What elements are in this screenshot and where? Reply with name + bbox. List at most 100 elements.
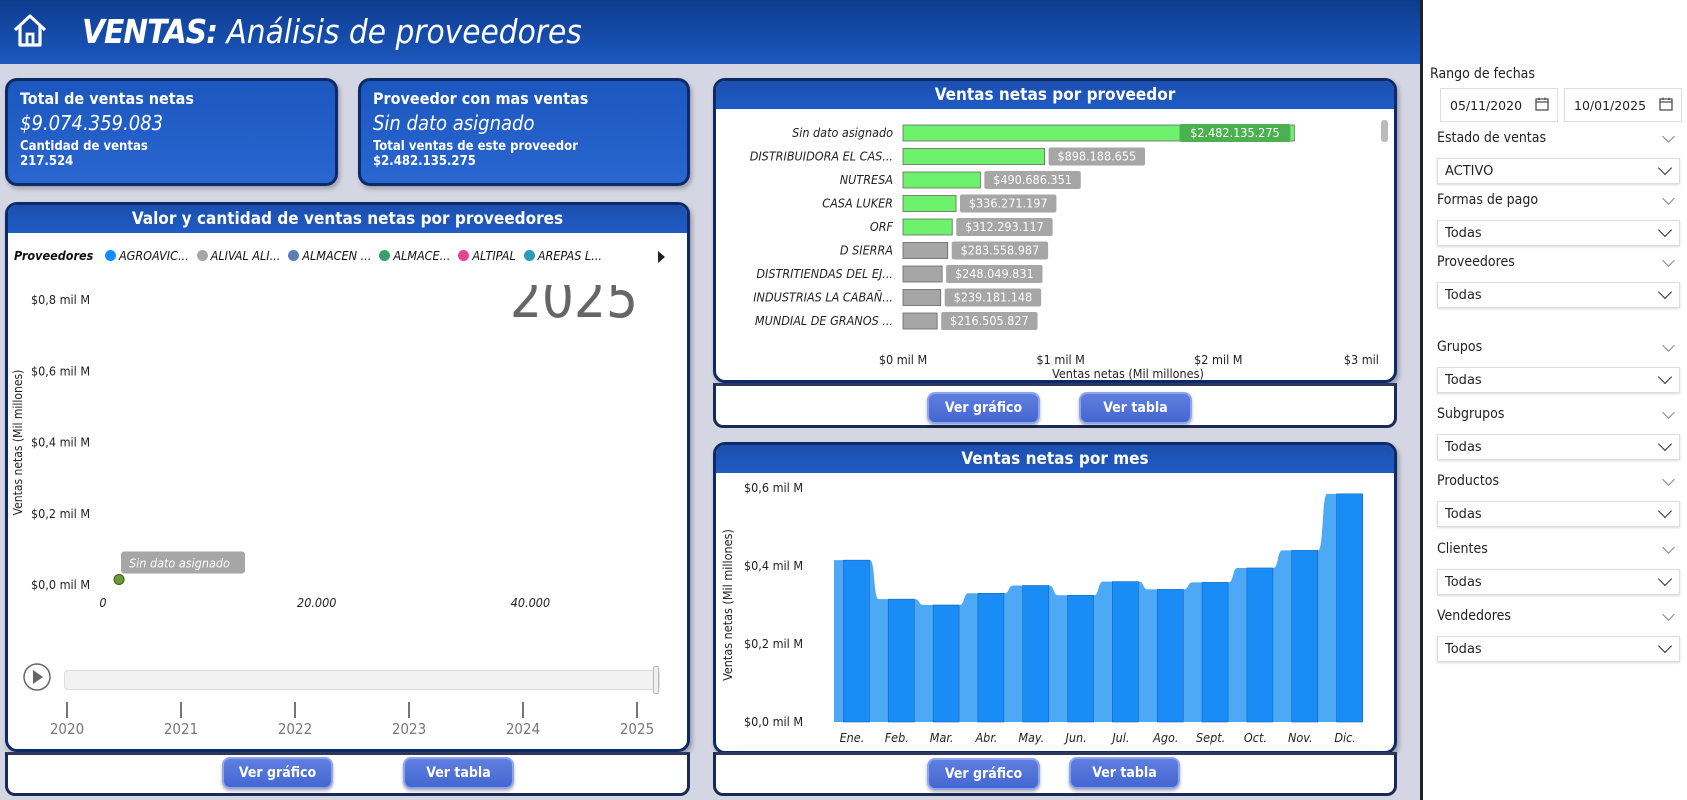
x-tick-label: Jul. <box>1110 730 1129 745</box>
legend-item[interactable]: ALMACE... <box>379 248 450 263</box>
legend-label: AREPAS L... <box>537 248 602 263</box>
supplier-bar[interactable] <box>902 218 953 236</box>
legend-item[interactable]: AREPAS L... <box>523 248 602 263</box>
month-bar[interactable] <box>1246 567 1274 723</box>
collapse-chevron-icon[interactable] <box>1662 254 1675 267</box>
bar-category-label: NUTRESA <box>840 172 893 187</box>
collapse-chevron-icon[interactable] <box>1662 192 1675 205</box>
kpi-value: $9.074.359.083 <box>20 111 164 135</box>
legend-item[interactable]: ALMACEN ... <box>288 248 371 263</box>
collapse-chevron-icon[interactable] <box>1662 130 1675 143</box>
play-axis-year: 2025 <box>510 285 638 331</box>
y-tick-label: $0,2 mil M <box>31 506 90 521</box>
month-bar[interactable] <box>843 559 870 723</box>
collapse-chevron-icon[interactable] <box>1662 339 1675 352</box>
x-tick-label: 40.000 <box>511 595 550 610</box>
scatter-view-chart-button[interactable]: Ver gráfico <box>222 757 333 789</box>
month-bar[interactable] <box>977 593 1005 723</box>
month-view-table-button[interactable]: Ver tabla <box>1069 757 1180 789</box>
bar-data-label-bg <box>941 312 1038 330</box>
x-tick-label: Oct. <box>1244 730 1267 745</box>
timeline-year[interactable]: 2020 <box>49 720 85 738</box>
collapse-chevron-icon[interactable] <box>1662 406 1675 419</box>
filter-dropdown[interactable]: Todas <box>1437 282 1680 308</box>
calendar-icon[interactable] <box>1535 97 1549 111</box>
bar-data-label: $490.686.351 <box>993 172 1072 187</box>
supplier-bar[interactable] <box>902 171 981 189</box>
y-axis-title: Ventas netas (Mil millones) <box>11 370 25 516</box>
month-bar[interactable] <box>1336 493 1363 723</box>
legend-dot-icon <box>196 250 208 261</box>
date-range-label: Rango de fechas <box>1430 66 1535 82</box>
chevron-down-icon <box>1657 638 1673 654</box>
play-button[interactable] <box>22 662 52 692</box>
timeline-year[interactable]: 2024 <box>505 720 541 738</box>
date-from-input[interactable]: 05/11/2020 <box>1440 88 1558 122</box>
supplier-bar[interactable] <box>902 242 949 259</box>
timeline-handle[interactable] <box>653 666 659 694</box>
supplier-bar[interactable] <box>902 312 938 330</box>
bar-data-label: $216.505.827 <box>950 313 1029 328</box>
timeline-year[interactable]: 2021 <box>163 720 199 738</box>
x-tick-label: May. <box>1018 730 1044 745</box>
month-bar[interactable] <box>1201 582 1229 723</box>
supplier-bar[interactable] <box>902 265 943 283</box>
timeline-year[interactable]: 2023 <box>391 720 427 738</box>
filter-value: Todas <box>1445 642 1482 657</box>
month-bar[interactable] <box>932 604 960 723</box>
bar-scrollbar[interactable] <box>1381 120 1388 142</box>
chevron-down-icon <box>1657 369 1673 385</box>
collapse-chevron-icon[interactable] <box>1662 541 1675 554</box>
panel-title: Ventas netas por mes <box>716 445 1394 473</box>
y-tick-label: $0,6 mil M <box>744 480 803 495</box>
supplier-button-bar <box>713 383 1397 428</box>
filter-dropdown[interactable]: Todas <box>1437 636 1680 662</box>
month-view-chart-button[interactable]: Ver gráfico <box>927 758 1040 790</box>
scatter-view-table-button[interactable]: Ver tabla <box>403 757 514 789</box>
filter-label: Productos <box>1437 473 1500 489</box>
panel-title: Ventas netas por proveedor <box>716 81 1394 109</box>
legend-item[interactable]: ALTIPAL <box>458 248 516 263</box>
month-bar[interactable] <box>1112 581 1139 723</box>
date-to-input[interactable]: 10/01/2025 <box>1564 88 1682 122</box>
month-bar[interactable] <box>1022 585 1050 723</box>
home-icon[interactable] <box>10 10 50 50</box>
collapse-chevron-icon[interactable] <box>1662 608 1675 621</box>
filter-dropdown[interactable]: ACTIVO <box>1437 158 1680 184</box>
month-bar[interactable] <box>1291 550 1319 723</box>
supplier-bar[interactable] <box>902 289 942 306</box>
kpi-sub-value: $2.482.135.275 <box>373 154 476 169</box>
bar-data-label: $2.482.135.275 <box>1190 125 1279 140</box>
filter-dropdown[interactable]: Todas <box>1437 367 1680 393</box>
bar-data-label-bg <box>984 171 1081 189</box>
month-bar[interactable] <box>1067 594 1094 723</box>
timeline-year[interactable]: 2025 <box>619 720 655 738</box>
legend-dot-icon <box>104 250 116 261</box>
supplier-view-table-button[interactable]: Ver tabla <box>1079 392 1192 424</box>
month-bar[interactable] <box>887 598 915 723</box>
legend-item[interactable]: AGROAVIC... <box>104 248 189 263</box>
timeline-tick <box>66 702 68 718</box>
filter-sidebar: Rango de fechas 05/11/2020 10/01/2025 Es… <box>1420 0 1687 800</box>
filter-dropdown[interactable]: Todas <box>1437 220 1680 246</box>
legend-next-icon[interactable] <box>658 251 665 263</box>
legend-item[interactable]: ALIVAL ALI... <box>196 248 280 263</box>
bar-data-label: $312.293.117 <box>965 219 1044 234</box>
x-tick-label: Feb. <box>885 730 909 745</box>
kpi-sub-value: 217.524 <box>20 154 74 169</box>
filter-dropdown[interactable]: Todas <box>1437 434 1680 460</box>
timeline-slider[interactable] <box>64 670 660 690</box>
collapse-chevron-icon[interactable] <box>1662 473 1675 486</box>
scatter-point[interactable] <box>113 573 125 585</box>
timeline-tick <box>294 702 296 718</box>
bar-category-label: D SIERRA <box>840 243 893 258</box>
supplier-bar[interactable] <box>902 148 1046 165</box>
bar-data-label-bg <box>960 194 1057 213</box>
supplier-bar[interactable] <box>902 195 957 212</box>
filter-dropdown[interactable]: Todas <box>1437 501 1680 527</box>
calendar-icon[interactable] <box>1659 97 1673 111</box>
month-bar[interactable] <box>1156 589 1184 723</box>
timeline-year[interactable]: 2022 <box>277 720 313 738</box>
filter-dropdown[interactable]: Todas <box>1437 569 1680 595</box>
supplier-view-chart-button[interactable]: Ver gráfico <box>927 392 1040 424</box>
